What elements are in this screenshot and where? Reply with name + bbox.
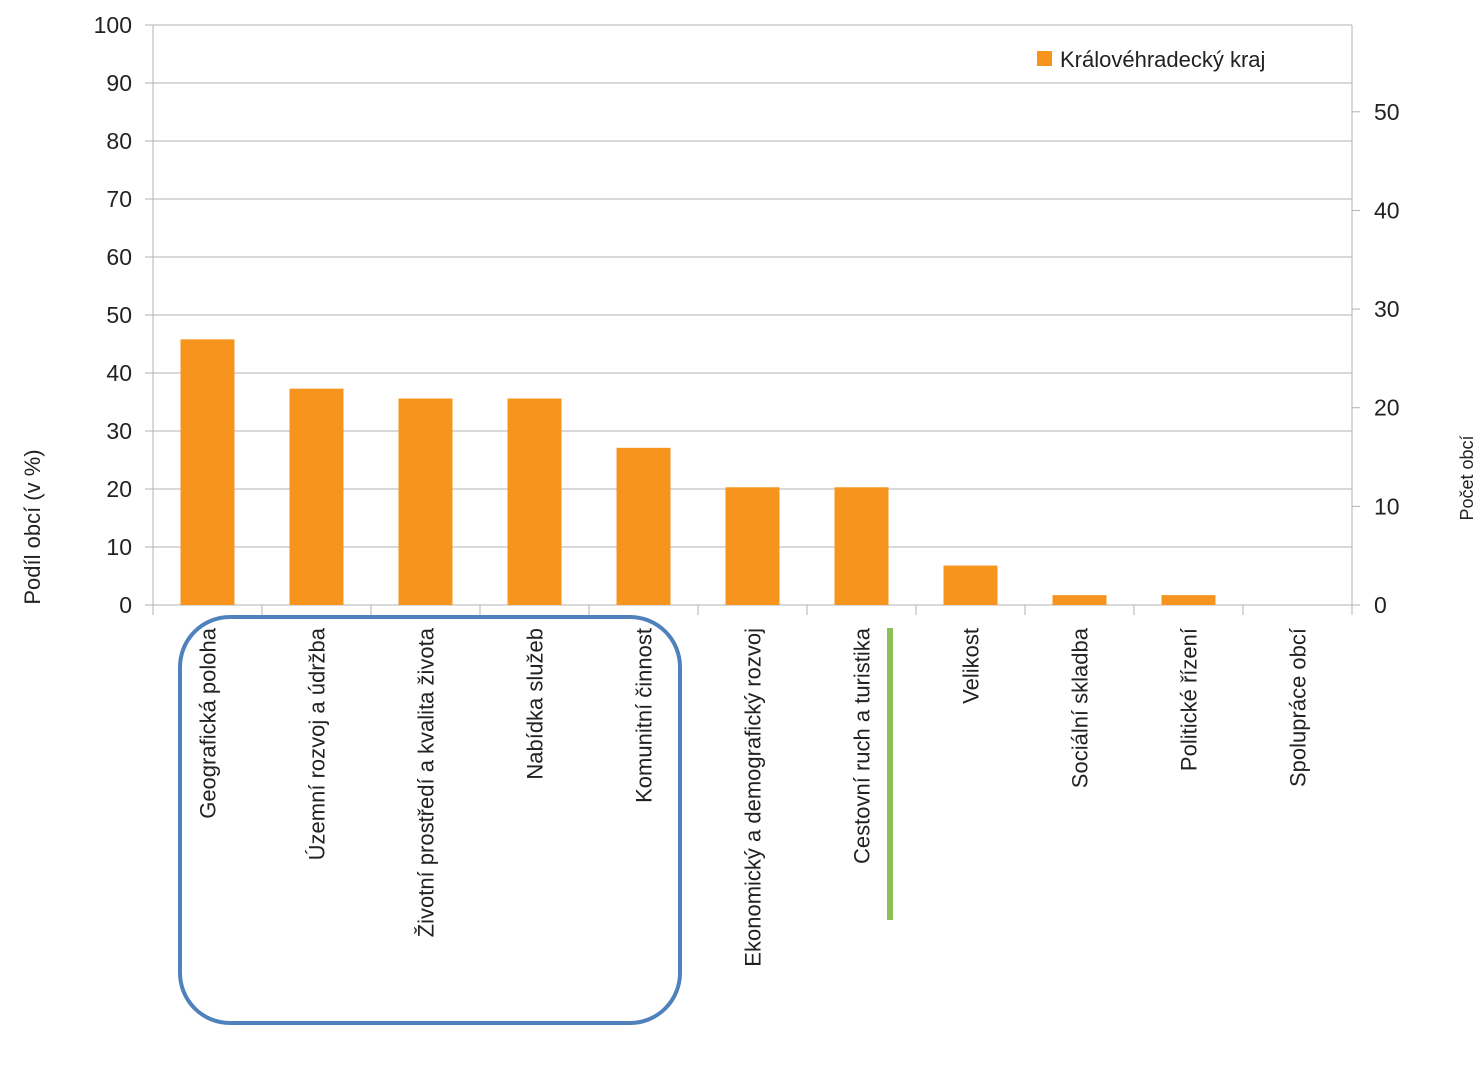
bar-politicke-rizeni	[1161, 595, 1216, 605]
x-tick-label: Komunitní činnost	[632, 628, 657, 803]
x-tick-label: Sociální skladba	[1068, 627, 1093, 788]
y-axis-title: Podíl obcí (v %)	[20, 449, 45, 604]
bar-geograficka-poloha	[180, 339, 235, 605]
legend-label-kralovehradecky-kraj: Královéhradecký kraj	[1060, 47, 1265, 72]
x-tick-label: Nabídka služeb	[523, 628, 548, 780]
y-tick-label: 20	[106, 476, 132, 502]
x-tick-label: Životní prostředí a kvalita života	[414, 627, 439, 937]
y2-axis-title: Počet obcí	[1457, 435, 1477, 520]
bar-komunitni-cinnost	[616, 447, 671, 605]
y2-tick-label: 50	[1374, 99, 1400, 125]
y-tick-label: 10	[106, 534, 132, 560]
y2-tick-label: 20	[1374, 395, 1400, 421]
legend: Královéhradecký kraj	[1037, 47, 1265, 72]
y-tick-label: 30	[106, 418, 132, 444]
legend-swatch-kralovehradecky-kraj	[1037, 51, 1052, 66]
bar-socialni-skladba	[1052, 595, 1107, 605]
x-tick-label: Ekonomický a demografický rozvoj	[741, 628, 766, 967]
bar-nabidka-sluzeb	[507, 398, 562, 605]
y2-tick-label: 30	[1374, 296, 1400, 322]
x-tick-label: Velikost	[959, 628, 984, 704]
y-tick-label: 50	[106, 302, 132, 328]
x-tick-label: Politické řízení	[1177, 628, 1202, 771]
y2-tick-label: 40	[1374, 197, 1400, 223]
bar-cestovni-ruch-a-turistika	[834, 487, 889, 605]
bar-velikost	[943, 565, 998, 605]
y-tick-label: 0	[119, 592, 132, 618]
y-tick-label: 90	[106, 70, 132, 96]
y2-tick-label: 0	[1374, 592, 1387, 618]
y-tick-label: 40	[106, 360, 132, 386]
bar-layer	[180, 339, 1216, 605]
x-tick-label: Cestovní ruch a turistika	[850, 627, 875, 864]
label-layer: 0 10 20 30 40 50 60 70 80 90 100 0 10 20 30 40 50 Geograf…	[94, 12, 1400, 967]
bar-ekonomicky-a-demograficky-rozvoj	[725, 487, 780, 605]
y-tick-label: 60	[106, 244, 132, 270]
bar-zivotni-prostredi-a-kvalita-zivota	[398, 398, 453, 605]
x-tick-label: Spolupráce obcí	[1286, 628, 1311, 787]
y-tick-label: 100	[94, 12, 132, 38]
x-tick-label: Geografická poloha	[196, 627, 221, 819]
grid-layer	[153, 24, 1352, 606]
axis-layer	[145, 24, 1360, 615]
annotation-layer	[178, 615, 893, 1025]
highlight-box	[178, 615, 682, 1025]
x-tick-label: Územní rozvoj a údržba	[305, 627, 330, 860]
y2-tick-label: 10	[1374, 493, 1400, 519]
y-tick-label: 70	[106, 186, 132, 212]
bar-uzemni-rozvoj-a-udrzba	[289, 388, 344, 605]
y-tick-label: 80	[106, 128, 132, 154]
